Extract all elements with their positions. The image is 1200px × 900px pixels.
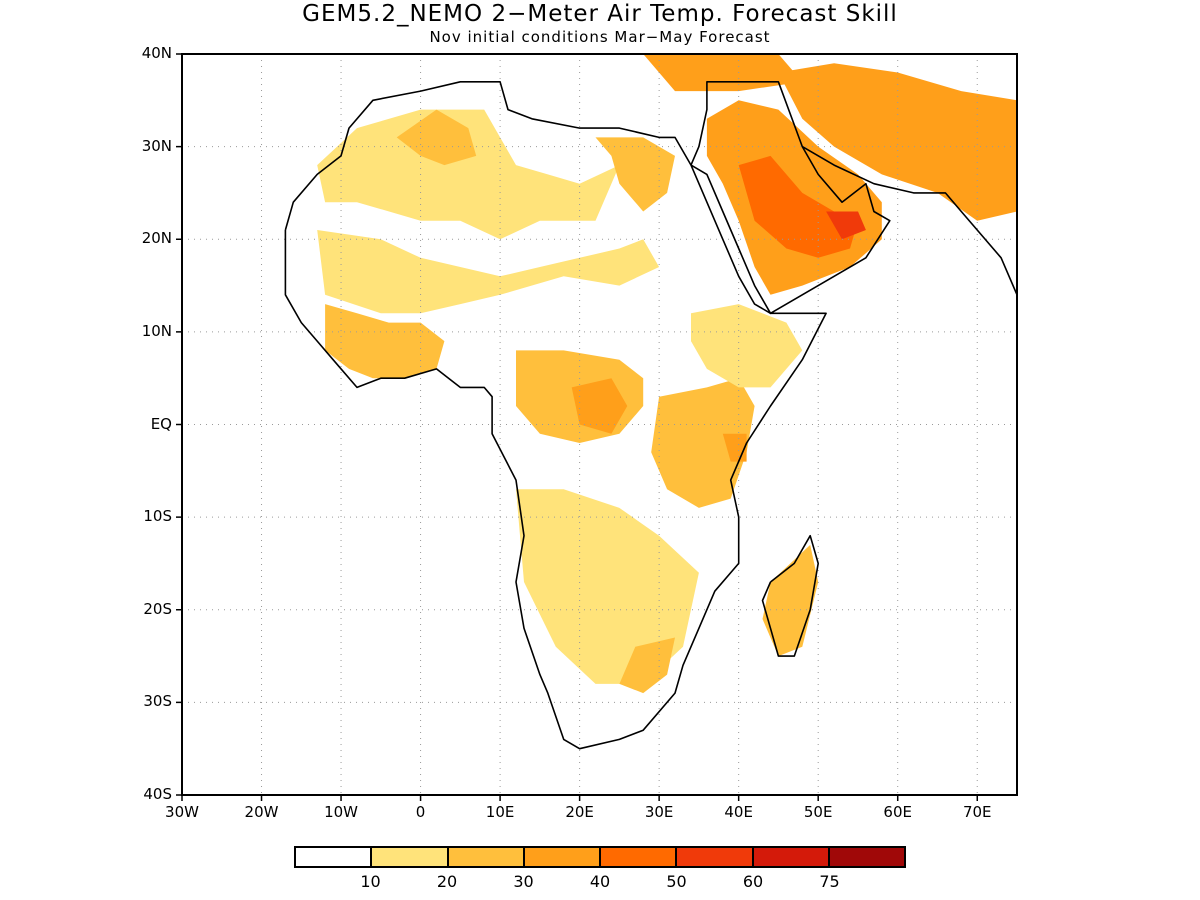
skill-region-arabia-core (738, 155, 858, 258)
legend-swatch (372, 848, 449, 866)
lat-label: 30S (143, 692, 172, 711)
madagascar-coast (761, 534, 820, 657)
lon-label: 30W (165, 803, 199, 821)
lon-label: 20W (244, 803, 279, 821)
legend-label: 60 (742, 872, 764, 891)
africa-coast (284, 81, 827, 750)
legend-swatch (677, 848, 754, 866)
iran-india-coast (801, 145, 1018, 296)
lat-label: 10S (143, 507, 172, 526)
skill-region-mediterranean-north (643, 54, 803, 92)
legend-swatch (524, 848, 601, 866)
axis-ticks (176, 53, 978, 801)
legend-label: 50 (666, 872, 687, 891)
lat-label: 40N (141, 44, 172, 62)
legend-swatch (753, 848, 830, 866)
legend-label: 20 (436, 872, 458, 891)
skill-region-arabia-hot (826, 211, 866, 240)
lon-label: 70E (962, 803, 992, 821)
lon-label: 60E (883, 803, 912, 821)
lon-label: 0 (415, 803, 426, 821)
skill-region-iran-region (778, 63, 1017, 221)
skill-region-west-africa-coast (325, 304, 445, 379)
skill-region-sahara-west (317, 109, 620, 240)
chart-subtitle: Nov initial conditions Mar−May Forecast (429, 28, 771, 46)
coastlines (284, 81, 1018, 750)
arabia-coast (690, 81, 891, 315)
skill-region-east-africa (651, 378, 755, 508)
skill-regions (317, 54, 1017, 694)
skill-region-ethiopia (691, 304, 803, 388)
lon-label: 50E (803, 803, 833, 821)
skill-region-south-africa-east (619, 637, 675, 694)
lat-label: 40S (143, 785, 172, 803)
legend-label: 30 (513, 872, 534, 891)
legend-label: 10 (360, 872, 381, 891)
lon-label: 10E (485, 803, 515, 821)
skill-region-libya-egypt (595, 137, 675, 212)
skill-region-madagascar (762, 544, 819, 657)
legend-swatch (829, 848, 904, 866)
lat-label: 20S (143, 599, 172, 618)
lon-label: 30E (644, 803, 674, 821)
color-legend (294, 846, 906, 868)
skill-region-sahel-band (317, 230, 660, 314)
skill-region-sahara-west-patch (396, 109, 477, 166)
legend-label: 40 (589, 872, 611, 891)
skill-region-central-africa-core (571, 378, 628, 434)
skill-region-kenya-core (722, 433, 747, 462)
lat-label: 30N (141, 136, 172, 155)
chart-title: GEM5.2_NEMO 2−Meter Air Temp. Forecast S… (302, 1, 898, 27)
lon-label: 20E (565, 803, 594, 821)
legend-swatch (448, 848, 525, 866)
legend-swatch (296, 848, 373, 866)
legend-label: 75 (819, 872, 840, 891)
lat-label: EQ (150, 414, 172, 433)
legend-swatch (601, 848, 678, 866)
lat-label: 20N (141, 229, 172, 248)
lon-label: 10W (324, 803, 358, 821)
skill-region-southern-africa (516, 489, 699, 684)
lon-label: 40E (724, 803, 753, 821)
lat-label: 10N (141, 321, 172, 340)
